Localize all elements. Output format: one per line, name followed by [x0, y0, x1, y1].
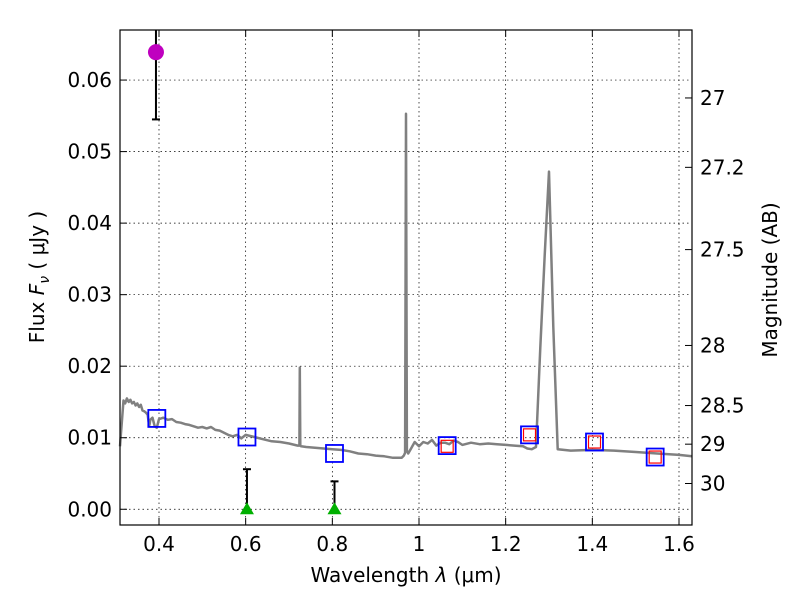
model-photometry-square	[237, 427, 257, 447]
model-photometry-square	[147, 409, 167, 428]
observed-photometry-square	[648, 450, 662, 464]
y-tick-label: 0.00	[67, 497, 112, 521]
x-tick-label: 0.4	[143, 532, 175, 556]
x-axis-label: Wavelength λ (μm)	[310, 563, 501, 587]
model-photometry-square	[520, 425, 539, 445]
upper-limit-triangle	[239, 502, 254, 515]
magnitude-tick-label: 27.5	[700, 238, 745, 262]
model-spectrum-layer	[118, 112, 693, 460]
y-tick-label: 0.05	[67, 140, 112, 164]
magnitude-tick-label: 28.5	[700, 394, 745, 418]
y-tick-label: 0.03	[67, 283, 112, 307]
model-spectrum-line	[118, 112, 693, 460]
model-photometry-square	[325, 444, 344, 463]
photometry-markers	[147, 30, 665, 515]
x-tick-label: 1	[413, 532, 426, 556]
model-photometry-square	[645, 447, 665, 467]
upper-limit-triangle	[327, 502, 342, 515]
magnitude-tick-label: 28	[700, 333, 725, 357]
magnitude-tick-label: 27	[700, 86, 725, 110]
magnitude-tick-label: 30	[700, 472, 725, 496]
plot-frame	[119, 29, 693, 526]
x-tick-label: 0.8	[316, 532, 348, 556]
secondary-y-axis-label: Magnitude (AB)	[758, 202, 782, 357]
x-tick-label: 1.4	[576, 532, 608, 556]
model-photometry-square	[585, 432, 604, 452]
y-tick-label: 0.04	[67, 211, 112, 235]
model-photometry-square	[437, 436, 457, 455]
y-tick-label: 0.02	[67, 354, 112, 378]
detection-point	[147, 44, 164, 61]
x-tick-label: 1.6	[663, 532, 695, 556]
y-tick-label: 0.01	[67, 426, 112, 450]
magnitude-tick-label: 27.2	[700, 155, 745, 179]
axis-ticks: 0.4 0.6 0.8 1 1.2 1.4 1.6 0.00 0.01 0.02 0.03 0.04 0…	[67, 30, 745, 556]
y-tick-label: 0.06	[67, 68, 112, 92]
observed-photometry-square	[522, 428, 537, 442]
x-tick-label: 1.2	[490, 532, 522, 556]
grid-lines	[120, 30, 692, 525]
x-tick-label: 0.6	[230, 532, 262, 556]
observed-photometry-square	[440, 439, 454, 453]
observed-photometry-square	[587, 435, 602, 449]
y-axis-label: Flux Fν ( μJy )	[25, 211, 54, 343]
magnitude-tick-label: 29	[700, 432, 725, 456]
